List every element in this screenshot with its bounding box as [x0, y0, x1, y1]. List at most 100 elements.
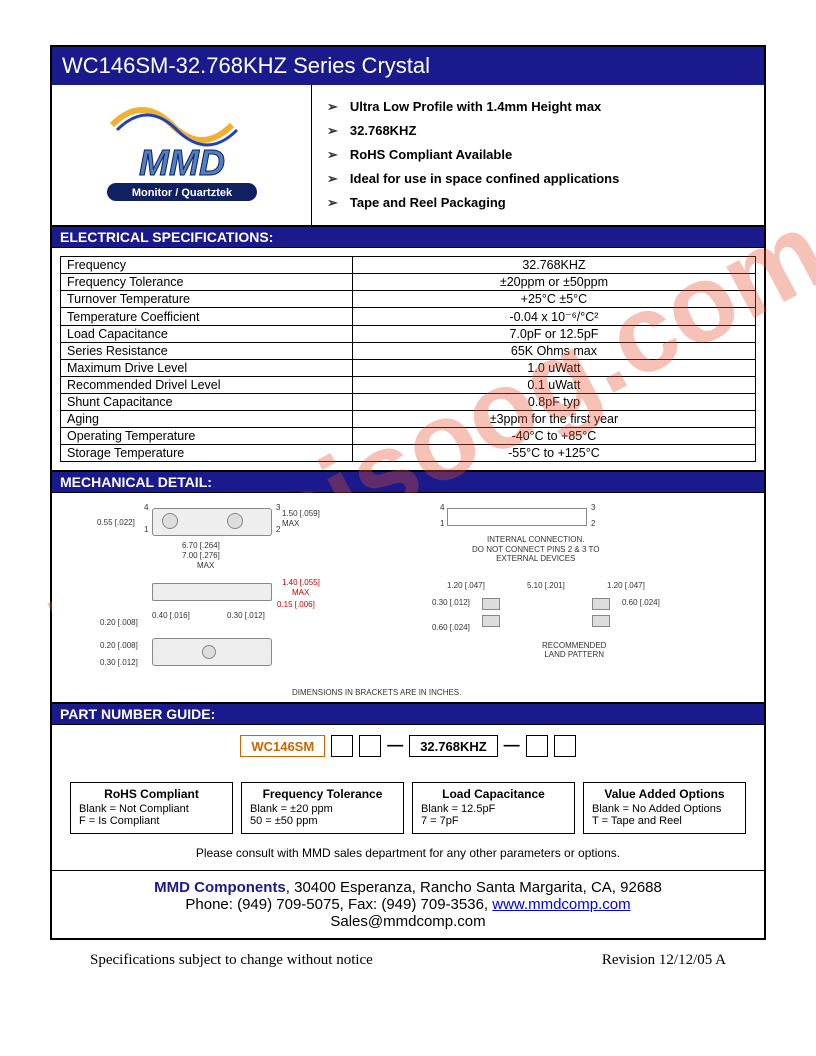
page-title: WC146SM-32.768KHZ Series Crystal [52, 47, 764, 85]
table-row: Turnover Temperature+25°C ±5°C [61, 291, 756, 308]
table-row: Storage Temperature-55°C to +125°C [61, 445, 756, 462]
feature-item: ➢Ultra Low Profile with 1.4mm Height max [327, 95, 749, 119]
feature-item: ➢ RoHS Compliant Available [327, 143, 749, 167]
dim-text: 0.30 [.012] [432, 598, 470, 607]
chevron-icon: ➢ [327, 99, 338, 115]
bottom-line: Specifications subject to change without… [50, 940, 766, 969]
option-box: Load CapacitanceBlank = 12.5pF7 = 7pF [412, 782, 575, 834]
revision-text: Revision 12/12/05 A [602, 952, 726, 969]
table-row: Load Capacitance7.0pF or 12.5pF [61, 326, 756, 343]
spec-value: 7.0pF or 12.5pF [352, 326, 755, 343]
option-line: T = Tape and Reel [592, 815, 737, 827]
mechanical-drawing: 0.55 [.022] 1.50 [.059] MAX 6.70 [.264] … [52, 493, 764, 703]
pn-segment-4 [526, 735, 548, 757]
dim-text: 0.15 [.006] [277, 600, 315, 609]
disclaimer-text: Specifications subject to change without… [90, 952, 373, 969]
table-row: Temperature Coefficient-0.04 x 10⁻⁶/°C² [61, 308, 756, 326]
spec-value: -0.04 x 10⁻⁶/°C² [352, 308, 755, 326]
spec-value: 32.768KHZ [352, 257, 755, 274]
dim-text: 1.50 [.059] [282, 509, 320, 518]
specs-table: Frequency32.768KHZFrequency Tolerance±20… [60, 256, 756, 462]
feature-text: Ideal for use in space confined applicat… [350, 171, 619, 186]
consult-text: Please consult with MMD sales department… [60, 846, 756, 860]
table-row: Aging±3ppm for the first year [61, 411, 756, 428]
option-box: Value Added Options Blank = No Added Opti… [583, 782, 746, 834]
spec-value: 0.1 uWatt [352, 377, 755, 394]
dim-text: 1.40 [.055] [282, 578, 320, 587]
dim-text: 0.20 [.008] [100, 618, 138, 627]
spec-value: -40°C to +85°C [352, 428, 755, 445]
dim-text: 0.40 [.016] [152, 611, 190, 620]
part-guide: WC146SM — 32.768KHZ — RoHS CompliantBlan… [52, 725, 764, 871]
pn-segment-2 [359, 735, 381, 757]
electrical-header: ELECTRICAL SPECIFICATIONS: [52, 226, 764, 248]
option-line: F = Is Compliant [79, 815, 224, 827]
table-row: Maximum Drive Level1.0 uWatt [61, 360, 756, 377]
option-line: 50 = ±50 ppm [250, 815, 395, 827]
dim-text: MAX [282, 519, 299, 528]
top-section: MMD Monitor / Quartztek ➢Ultra Low Profi… [52, 85, 764, 226]
datasheet-container: WC146SM-32.768KHZ Series Crystal MMD Mon… [50, 45, 766, 940]
dim-text: MAX [292, 588, 309, 597]
spec-value: 0.8pF typ [352, 394, 755, 411]
option-line: Blank = Not Compliant [79, 803, 224, 815]
table-row: Operating Temperature-40°C to +85°C [61, 428, 756, 445]
spec-value: 1.0 uWatt [352, 360, 755, 377]
feature-text: RoHS Compliant Available [350, 147, 512, 162]
dim-text: MAX [197, 561, 214, 570]
specs-wrap: Frequency32.768KHZFrequency Tolerance±20… [52, 248, 764, 471]
logo-area: MMD Monitor / Quartztek [52, 85, 312, 225]
chevron-icon: ➢ [327, 171, 338, 187]
option-boxes: RoHS Compliant Blank = Not CompliantF = I… [60, 782, 756, 834]
pn-segment-1 [331, 735, 353, 757]
spec-label: Shunt Capacitance [61, 394, 353, 411]
spec-value: ±3ppm for the first year [352, 411, 755, 428]
dim-text: 6.70 [.264] [182, 541, 220, 550]
land-pattern-note: RECOMMENDED LAND PATTERN [542, 641, 606, 659]
dim-text: 0.30 [.012] [227, 611, 265, 620]
option-box: Frequency ToleranceBlank = ±20 ppm50 = ±… [241, 782, 404, 834]
feature-item: ➢Tape and Reel Packaging [327, 191, 749, 215]
address-text: , 30400 Esperanza, Rancho Santa Margarit… [286, 879, 662, 896]
dim-text: 0.60 [.024] [432, 623, 470, 632]
spec-label: Temperature Coefficient [61, 308, 353, 326]
dim-text: 7.00 [.276] [182, 551, 220, 560]
option-title: RoHS Compliant [79, 787, 224, 801]
option-line: Blank = ±20 ppm [250, 803, 395, 815]
dim-text: 0.30 [.012] [100, 658, 138, 667]
feature-text: 32.768KHZ [350, 123, 416, 138]
table-row: Shunt Capacitance0.8pF typ [61, 394, 756, 411]
feature-item: ➢ 32.768KHZ [327, 119, 749, 143]
phone-fax: Phone: (949) 709-5075, Fax: (949) 709-35… [185, 896, 492, 913]
spec-value: -55°C to +125°C [352, 445, 755, 462]
chevron-icon: ➢ [327, 123, 338, 139]
pn-dash: — [504, 737, 520, 755]
spec-label: Frequency [61, 257, 353, 274]
option-title: Value Added Options [592, 787, 737, 801]
dim-text: 5.10 [.201] [527, 581, 565, 590]
option-line: Blank = 12.5pF [421, 803, 566, 815]
spec-label: Load Capacitance [61, 326, 353, 343]
spec-value: ±20ppm or ±50ppm [352, 274, 755, 291]
spec-label: Maximum Drive Level [61, 360, 353, 377]
spec-value: +25°C ±5°C [352, 291, 755, 308]
website-link[interactable]: www.mmdcomp.com [492, 896, 630, 913]
spec-label: Frequency Tolerance [61, 274, 353, 291]
chevron-icon: ➢ [327, 147, 338, 163]
table-row: Series Resistance65K Ohms max [61, 343, 756, 360]
option-box: RoHS Compliant Blank = Not CompliantF = I… [70, 782, 233, 834]
dim-text: 1.20 [.047] [607, 581, 645, 590]
option-title: Load Capacitance [421, 787, 566, 801]
company-name: MMD Components [154, 879, 286, 896]
feature-item: ➢ Ideal for use in space confined applica… [327, 167, 749, 191]
spec-value: 65K Ohms max [352, 343, 755, 360]
pn-segment-base: WC146SM [240, 735, 325, 757]
features-list: ➢Ultra Low Profile with 1.4mm Height max… [312, 85, 764, 225]
spec-label: Storage Temperature [61, 445, 353, 462]
spec-label: Series Resistance [61, 343, 353, 360]
spec-label: Recommended Drivel Level [61, 377, 353, 394]
mechanical-footnote: DIMENSIONS IN BRACKETS ARE IN INCHES. [292, 688, 461, 697]
email-text: Sales@mmdcomp.com [60, 913, 756, 930]
pn-segment-freq: 32.768KHZ [409, 735, 497, 757]
option-line: Blank = No Added Options [592, 803, 737, 815]
